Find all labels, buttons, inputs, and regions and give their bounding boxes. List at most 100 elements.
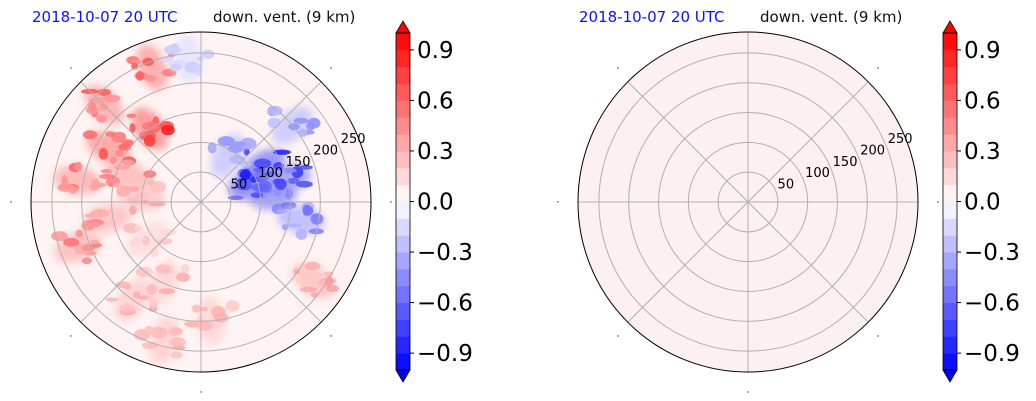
data-speckle [295,180,313,188]
data-speckle [236,181,253,191]
axis-dot [747,391,749,393]
data-speckle [128,205,137,215]
data-speckle [121,159,134,165]
colorbar-segment [396,201,410,219]
data-speckle [293,117,309,124]
chart-title-variable: down. vent. (9 km) [760,8,903,26]
colorbar-segment [943,66,957,85]
data-speckle [239,169,251,180]
data-speckle [97,88,111,96]
axis-dot [10,201,12,203]
data-speckle [96,114,108,123]
colorbar-tick-label: −0.9 [417,341,473,367]
data-speckle [142,121,160,132]
data-speckle [115,149,124,157]
colorbar-segment [943,134,957,152]
data-speckle [275,209,289,214]
radial-tick-label: 150 [286,155,311,170]
colorbar-segment [943,336,957,354]
angular-grid-line [627,81,749,203]
colorbar-segment [943,252,957,270]
colorbar-segment [396,302,410,320]
colorbar-extend-min [942,369,958,383]
data-speckle [143,135,156,147]
data-speckle [298,165,313,170]
axis-dot [330,67,332,69]
colorbar-segment [943,201,957,219]
data-speckle [225,300,240,312]
data-speckle [303,205,314,216]
data-speckle [142,235,150,246]
data-speckle [83,250,97,256]
data-speckle [75,229,84,238]
data-speckle [191,304,202,313]
data-speckle [141,342,158,349]
angular-grid-line [80,201,202,323]
data-speckle [170,351,183,359]
data-speckle [134,193,148,198]
radial-tick-label: 50 [778,178,795,193]
data-speckle [213,312,229,323]
radial-tick-label: 250 [341,132,366,147]
data-speckle [286,177,300,184]
data-speckle [175,272,190,283]
colorbar-segment [396,285,410,304]
chart-title-date: 2018-10-07 20 UTC [579,8,725,26]
chart-title-variable: down. vent. (9 km) [213,8,356,26]
angular-grid-line [80,81,202,203]
data-speckle [105,131,116,137]
data-speckle [154,326,164,333]
colorbar-tick-label: −0.6 [964,291,1020,317]
data-speckle [116,185,131,197]
data-speckle [295,228,308,240]
data-speckle [105,297,119,302]
colorbar-segment [943,302,957,320]
colorbar-segment [943,268,957,287]
colorbar-tick-label: 0.0 [417,190,454,216]
data-speckle [142,57,154,66]
colorbar-tick-label: 0.9 [964,38,1001,64]
data-speckle [324,275,334,288]
colorbar-tick-label: 0.3 [964,139,1001,165]
data-speckle [230,141,246,147]
axis-dot [390,201,392,203]
colorbar-tick-label: 0.9 [417,38,454,64]
data-speckle [253,158,272,169]
colorbar-segment [396,218,410,236]
colorbar-segment [943,235,957,253]
left-panel: 2018-10-07 20 UTC down. vent. (9 km) 50 1… [10,8,473,393]
data-speckle [143,170,157,179]
data-speckle [250,192,263,198]
axis-dot [877,67,879,69]
chart-title-date: 2018-10-07 20 UTC [32,8,178,26]
data-speckle [299,286,317,293]
data-speckle [310,292,319,298]
radial-tick-label: 100 [258,166,283,181]
data-speckle [243,147,250,156]
polar-border [30,31,372,373]
data-speckle [102,94,121,103]
colorbar-segment [943,218,957,236]
angular-grid-line [200,81,322,203]
data-speckle [99,103,109,111]
colorbar-segment [396,184,410,202]
data-speckle [310,213,324,225]
colorbar-segment [943,353,957,371]
colorbar-segment [396,268,410,287]
data-speckle [163,45,181,55]
data-speckle [194,68,202,77]
data-speckle [91,178,99,187]
right-panel: 2018-10-07 20 UTC down. vent. (9 km) 50 1… [547,0,1036,401]
data-speckle [201,49,215,60]
colorbar-segment [396,235,410,253]
data-speckle [63,237,80,247]
data-speckle [149,180,167,193]
data-speckle [90,240,100,245]
angular-grid-line [747,201,869,323]
angular-grid-line [747,81,869,203]
colorbar-segment [396,66,410,85]
colorbar-segment [943,117,957,135]
axis-dot [70,335,72,337]
colorbar-segment [943,184,957,202]
